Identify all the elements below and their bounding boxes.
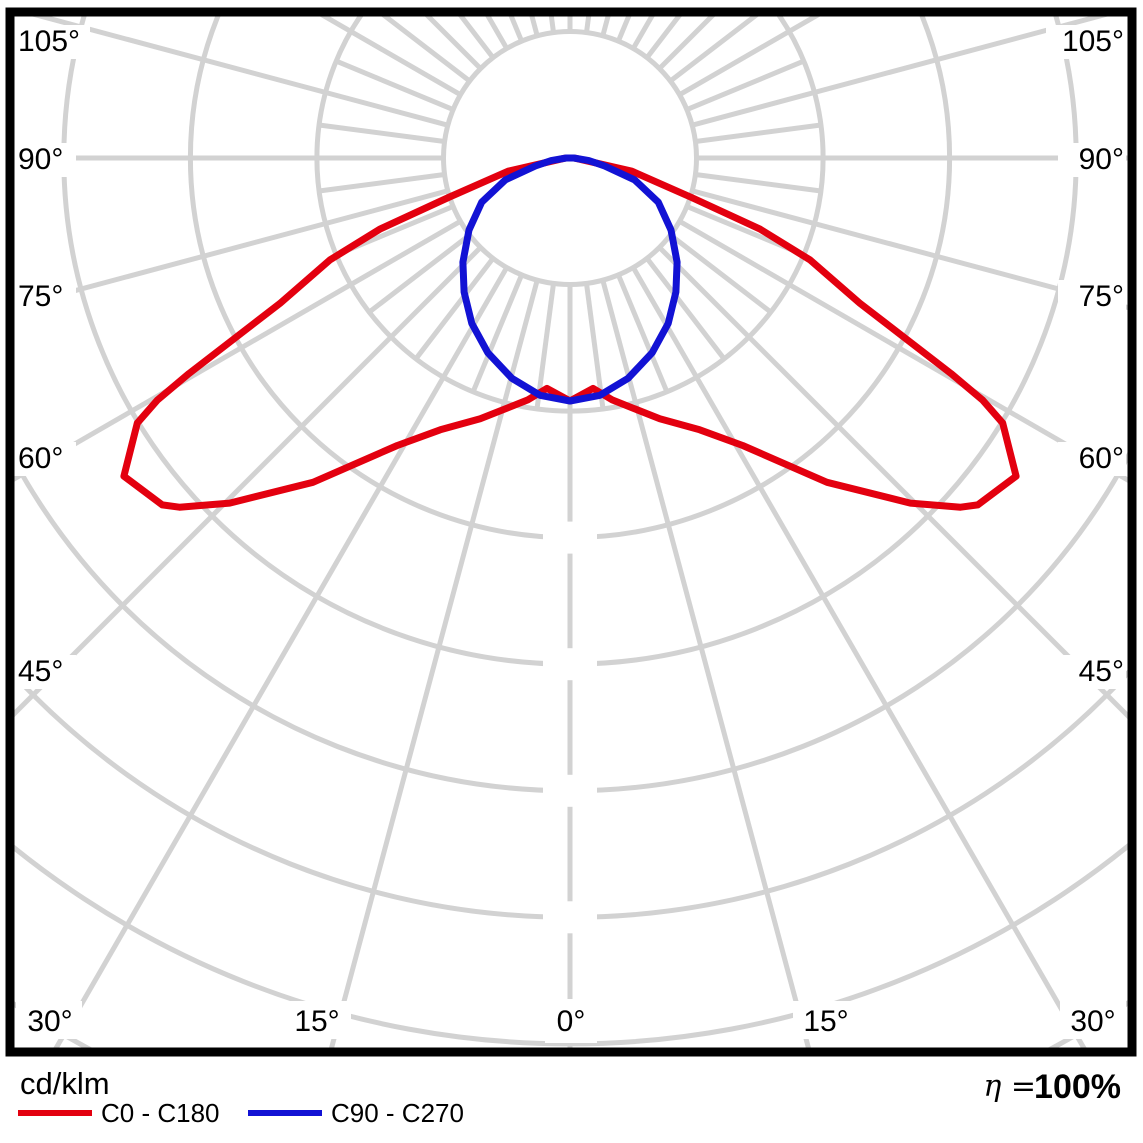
zero-axis-gap-mask [543,648,597,681]
grid-radial-major [14,245,483,718]
label-mask [14,655,76,689]
grid-radial-minor [645,256,727,361]
label-mask [285,1001,351,1039]
angle-label-left-45: 45° [18,655,63,688]
label-mask [545,999,597,1043]
grid-radial-major [600,279,811,1048]
label-mask [1058,655,1126,689]
zero-axis-gap-mask [543,901,597,934]
angle-label-right-75: 75° [1079,280,1124,313]
label-mask [14,143,76,177]
angle-labels: 105° 90° 75° 60° 45° 105° 90° 75° 60° 45… [18,25,1124,1038]
angle-label-left-90: 90° [18,143,63,176]
grid-radial-minor [645,16,682,60]
units-label: cd/klm [20,1066,110,1101]
angle-label-bottom-30-left: 30° [27,1005,72,1038]
grid-radial-minor [335,58,455,112]
grid-radial-minor [668,233,773,315]
zero-axis-gap-mask [543,521,597,554]
grid-radial-major [53,266,509,1048]
intensity-curves [120,154,1020,511]
grid-radial-minor [695,172,822,194]
grid-radial-major [631,266,1087,1048]
grid-radial-major [32,16,449,128]
chart-frame [5,7,1137,1057]
grid-radial-major [14,219,462,482]
label-mask [793,1001,859,1039]
grid-radial-minor [381,16,472,83]
grid-radial-major [657,245,1128,720]
label-mask [14,25,90,59]
angle-label-bottom-15-left: 15° [294,1005,339,1038]
angle-label-left-60: 60° [18,442,63,475]
angle-label-right-45: 45° [1079,655,1124,688]
angle-label-bottom-30-right: 30° [1070,1005,1115,1038]
grid-radial-major [14,188,449,310]
grid-radial-minor [685,58,805,112]
angle-label-left-105: 105° [18,25,80,58]
grid-radial-minor [367,233,472,315]
angle-label-right-90: 90° [1079,143,1124,176]
grid-radial-minor [695,122,822,144]
label-mask [14,280,76,314]
label-mask [1058,280,1126,314]
label-mask [1060,1001,1126,1039]
grid-radial-minor [413,256,495,361]
angle-label-bottom-0: 0° [557,1005,586,1038]
grid-radial-minor [668,16,759,83]
angle-label-left-75: 75° [18,280,63,313]
efficiency-value: 100% [1034,1068,1121,1106]
label-mask [1046,25,1126,59]
curve-c90-c270 [459,154,681,405]
efficiency-symbol: η = [983,1069,1036,1104]
angle-label-right-60: 60° [1079,442,1124,475]
label-mask [1058,143,1126,177]
grid-radial-minor [470,273,524,393]
grid-radial-minor [616,16,632,43]
grid-gap-masks [14,25,1126,1043]
angle-label-bottom-15-right: 15° [803,1005,848,1038]
label-mask [1058,442,1126,476]
grid-radial-major [691,188,1128,310]
grid-radial-minor [318,122,445,144]
legend-label-c0-c180: C0 - C180 [101,1098,220,1128]
legend-label-c90-c270: C90 - C270 [331,1098,464,1128]
grid-radial-minor [318,172,445,194]
chart-footer: cd/klm C0 - C180 C90 - C270 η = 100% [18,1066,1121,1128]
label-mask [14,442,76,476]
grid-radial-major [678,219,1128,483]
angle-label-right-105: 105° [1062,25,1124,58]
grid-radial-minor [534,283,556,410]
zero-axis-gap-mask [543,774,597,807]
grid-radial-minor [458,16,495,60]
grid-radial-major [691,16,1108,128]
grid-radial-minor [508,16,524,43]
label-mask [16,1001,82,1039]
grid-radial-major [329,279,540,1048]
grid-radial-minor [584,283,606,410]
grid-radial-minor [616,273,670,393]
